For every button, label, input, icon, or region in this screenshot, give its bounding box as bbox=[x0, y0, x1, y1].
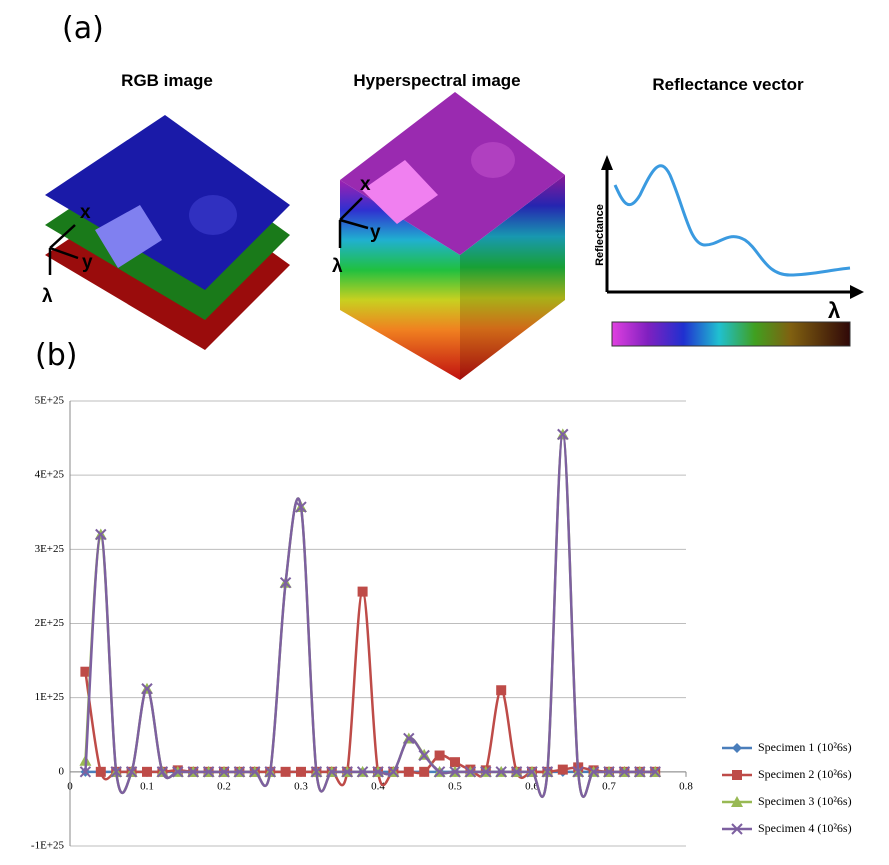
axis-label: λ bbox=[332, 256, 343, 277]
legend-marker bbox=[732, 770, 742, 780]
axis-label: x bbox=[80, 202, 91, 223]
legend-marker bbox=[732, 743, 742, 753]
panel-label: (a) bbox=[62, 11, 104, 46]
spectrum-bar bbox=[612, 322, 850, 346]
y-tick-label: 3E+25 bbox=[35, 543, 65, 555]
figure: (a) RGB image Hyperspectral image Reflec… bbox=[0, 0, 889, 865]
x-tick-label: 0.5 bbox=[448, 780, 462, 792]
y-tick-label: 2E+25 bbox=[35, 617, 65, 629]
marker bbox=[496, 685, 506, 695]
refl-curve bbox=[615, 166, 850, 275]
refl-x-label: λ bbox=[828, 298, 840, 323]
x-tick-label: 0.3 bbox=[294, 780, 308, 792]
panel-label: (b) bbox=[35, 338, 77, 373]
chart: -1E+25 0 1E+25 2E+25 3E+25 4E+25 5E+25 0 0.1 0.2 0… bbox=[31, 395, 852, 852]
axis-label: y bbox=[370, 222, 381, 243]
marker bbox=[404, 767, 414, 777]
legend-label: Specimen 4 (10²6s) bbox=[758, 821, 852, 835]
marker bbox=[558, 765, 568, 775]
y-tick-label: 4E+25 bbox=[35, 469, 65, 481]
series-line bbox=[85, 434, 655, 796]
x-tick-label: 0.2 bbox=[217, 780, 231, 792]
hs-title: Hyperspectral image bbox=[353, 71, 520, 90]
illustration: (a) RGB image Hyperspectral image Reflec… bbox=[35, 11, 864, 380]
series-line bbox=[85, 434, 655, 796]
x-tick-label: 0.1 bbox=[140, 780, 154, 792]
refl-title: Reflectance vector bbox=[652, 75, 804, 94]
axis-label: x bbox=[360, 174, 371, 195]
marker bbox=[281, 767, 291, 777]
refl-y-label: Reflectance bbox=[594, 204, 606, 266]
y-tick-label: -1E+25 bbox=[31, 840, 65, 852]
legend-label: Specimen 1 (10²6s) bbox=[758, 740, 852, 754]
axis-label: λ bbox=[42, 286, 53, 307]
y-tick-label: 5E+25 bbox=[35, 395, 65, 407]
y-tick-label: 0 bbox=[59, 765, 65, 777]
marker bbox=[450, 757, 460, 767]
x-tick-label: 0 bbox=[67, 780, 73, 792]
x-tick-label: 0.7 bbox=[602, 780, 616, 792]
legend-label: Specimen 3 (10²6s) bbox=[758, 794, 852, 808]
series-line bbox=[85, 592, 655, 786]
y-tick-label: 1E+25 bbox=[35, 691, 65, 703]
marker bbox=[296, 767, 306, 777]
x-tick-label: 0.8 bbox=[679, 780, 693, 792]
round-sample bbox=[471, 142, 515, 178]
marker bbox=[358, 587, 368, 597]
legend-label: Specimen 2 (10²6s) bbox=[758, 767, 852, 781]
marker bbox=[435, 751, 445, 761]
round-sample bbox=[189, 195, 237, 235]
axis-label: y bbox=[82, 252, 93, 273]
rgb-title: RGB image bbox=[121, 71, 213, 90]
refl-axes bbox=[601, 155, 864, 299]
marker bbox=[419, 767, 429, 777]
marker bbox=[142, 767, 152, 777]
marker bbox=[96, 767, 106, 777]
